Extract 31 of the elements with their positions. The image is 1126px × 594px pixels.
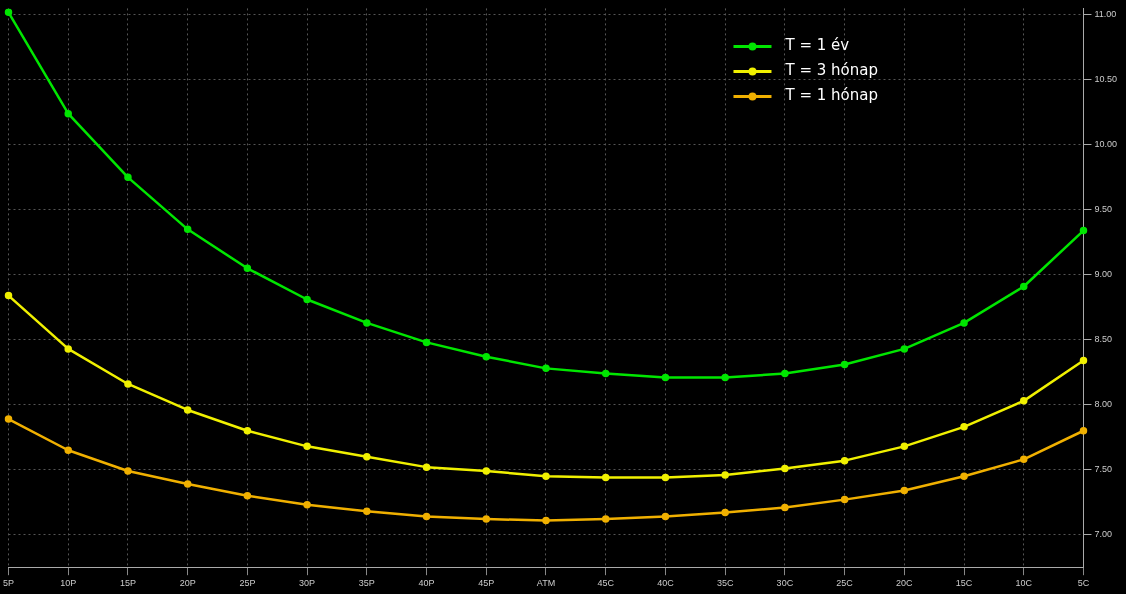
y-tick-label: 9.50 — [1094, 204, 1113, 215]
x-tick-label: 5C — [1077, 578, 1090, 589]
y-tick-label: 9.00 — [1094, 269, 1113, 280]
x-tick-label: 40C — [657, 578, 675, 589]
x-tick-label: 30P — [299, 578, 316, 589]
y-tick-label: 10.50 — [1094, 74, 1118, 85]
x-tick-label: 10P — [60, 578, 77, 589]
y-tick-label: 11.00 — [1094, 9, 1117, 20]
x-tick-label: 15C — [955, 578, 973, 589]
x-tick-label: 35P — [358, 578, 375, 589]
y-tick-label: 8.50 — [1094, 334, 1113, 345]
x-tick-label: 45C — [597, 578, 615, 589]
y-tick-label: 7.00 — [1094, 529, 1113, 540]
x-tick-label: 20C — [896, 578, 914, 589]
y-tick-label: 7.50 — [1094, 464, 1113, 475]
x-tick-label: 45P — [478, 578, 495, 589]
x-tick-label: 40P — [418, 578, 435, 589]
x-tick-label: 25C — [836, 578, 854, 589]
legend-label: T = 3 hónap — [784, 61, 878, 80]
x-tick-label: 30C — [776, 578, 794, 589]
y-tick-label: 8.00 — [1094, 399, 1113, 410]
x-tick-label: 35C — [716, 578, 734, 589]
legend-label: T = 1 hónap — [784, 86, 878, 105]
y-tick-label: 10.00 — [1094, 139, 1118, 150]
x-tick-label: ATM — [536, 578, 556, 589]
x-tick-label: 20P — [179, 578, 196, 589]
x-tick-label: 5P — [3, 578, 15, 589]
x-tick-label: 25P — [239, 578, 256, 589]
legend-label: T = 1 év — [784, 36, 850, 55]
x-tick-label: 10C — [1015, 578, 1033, 589]
x-tick-label: 15P — [119, 578, 136, 589]
